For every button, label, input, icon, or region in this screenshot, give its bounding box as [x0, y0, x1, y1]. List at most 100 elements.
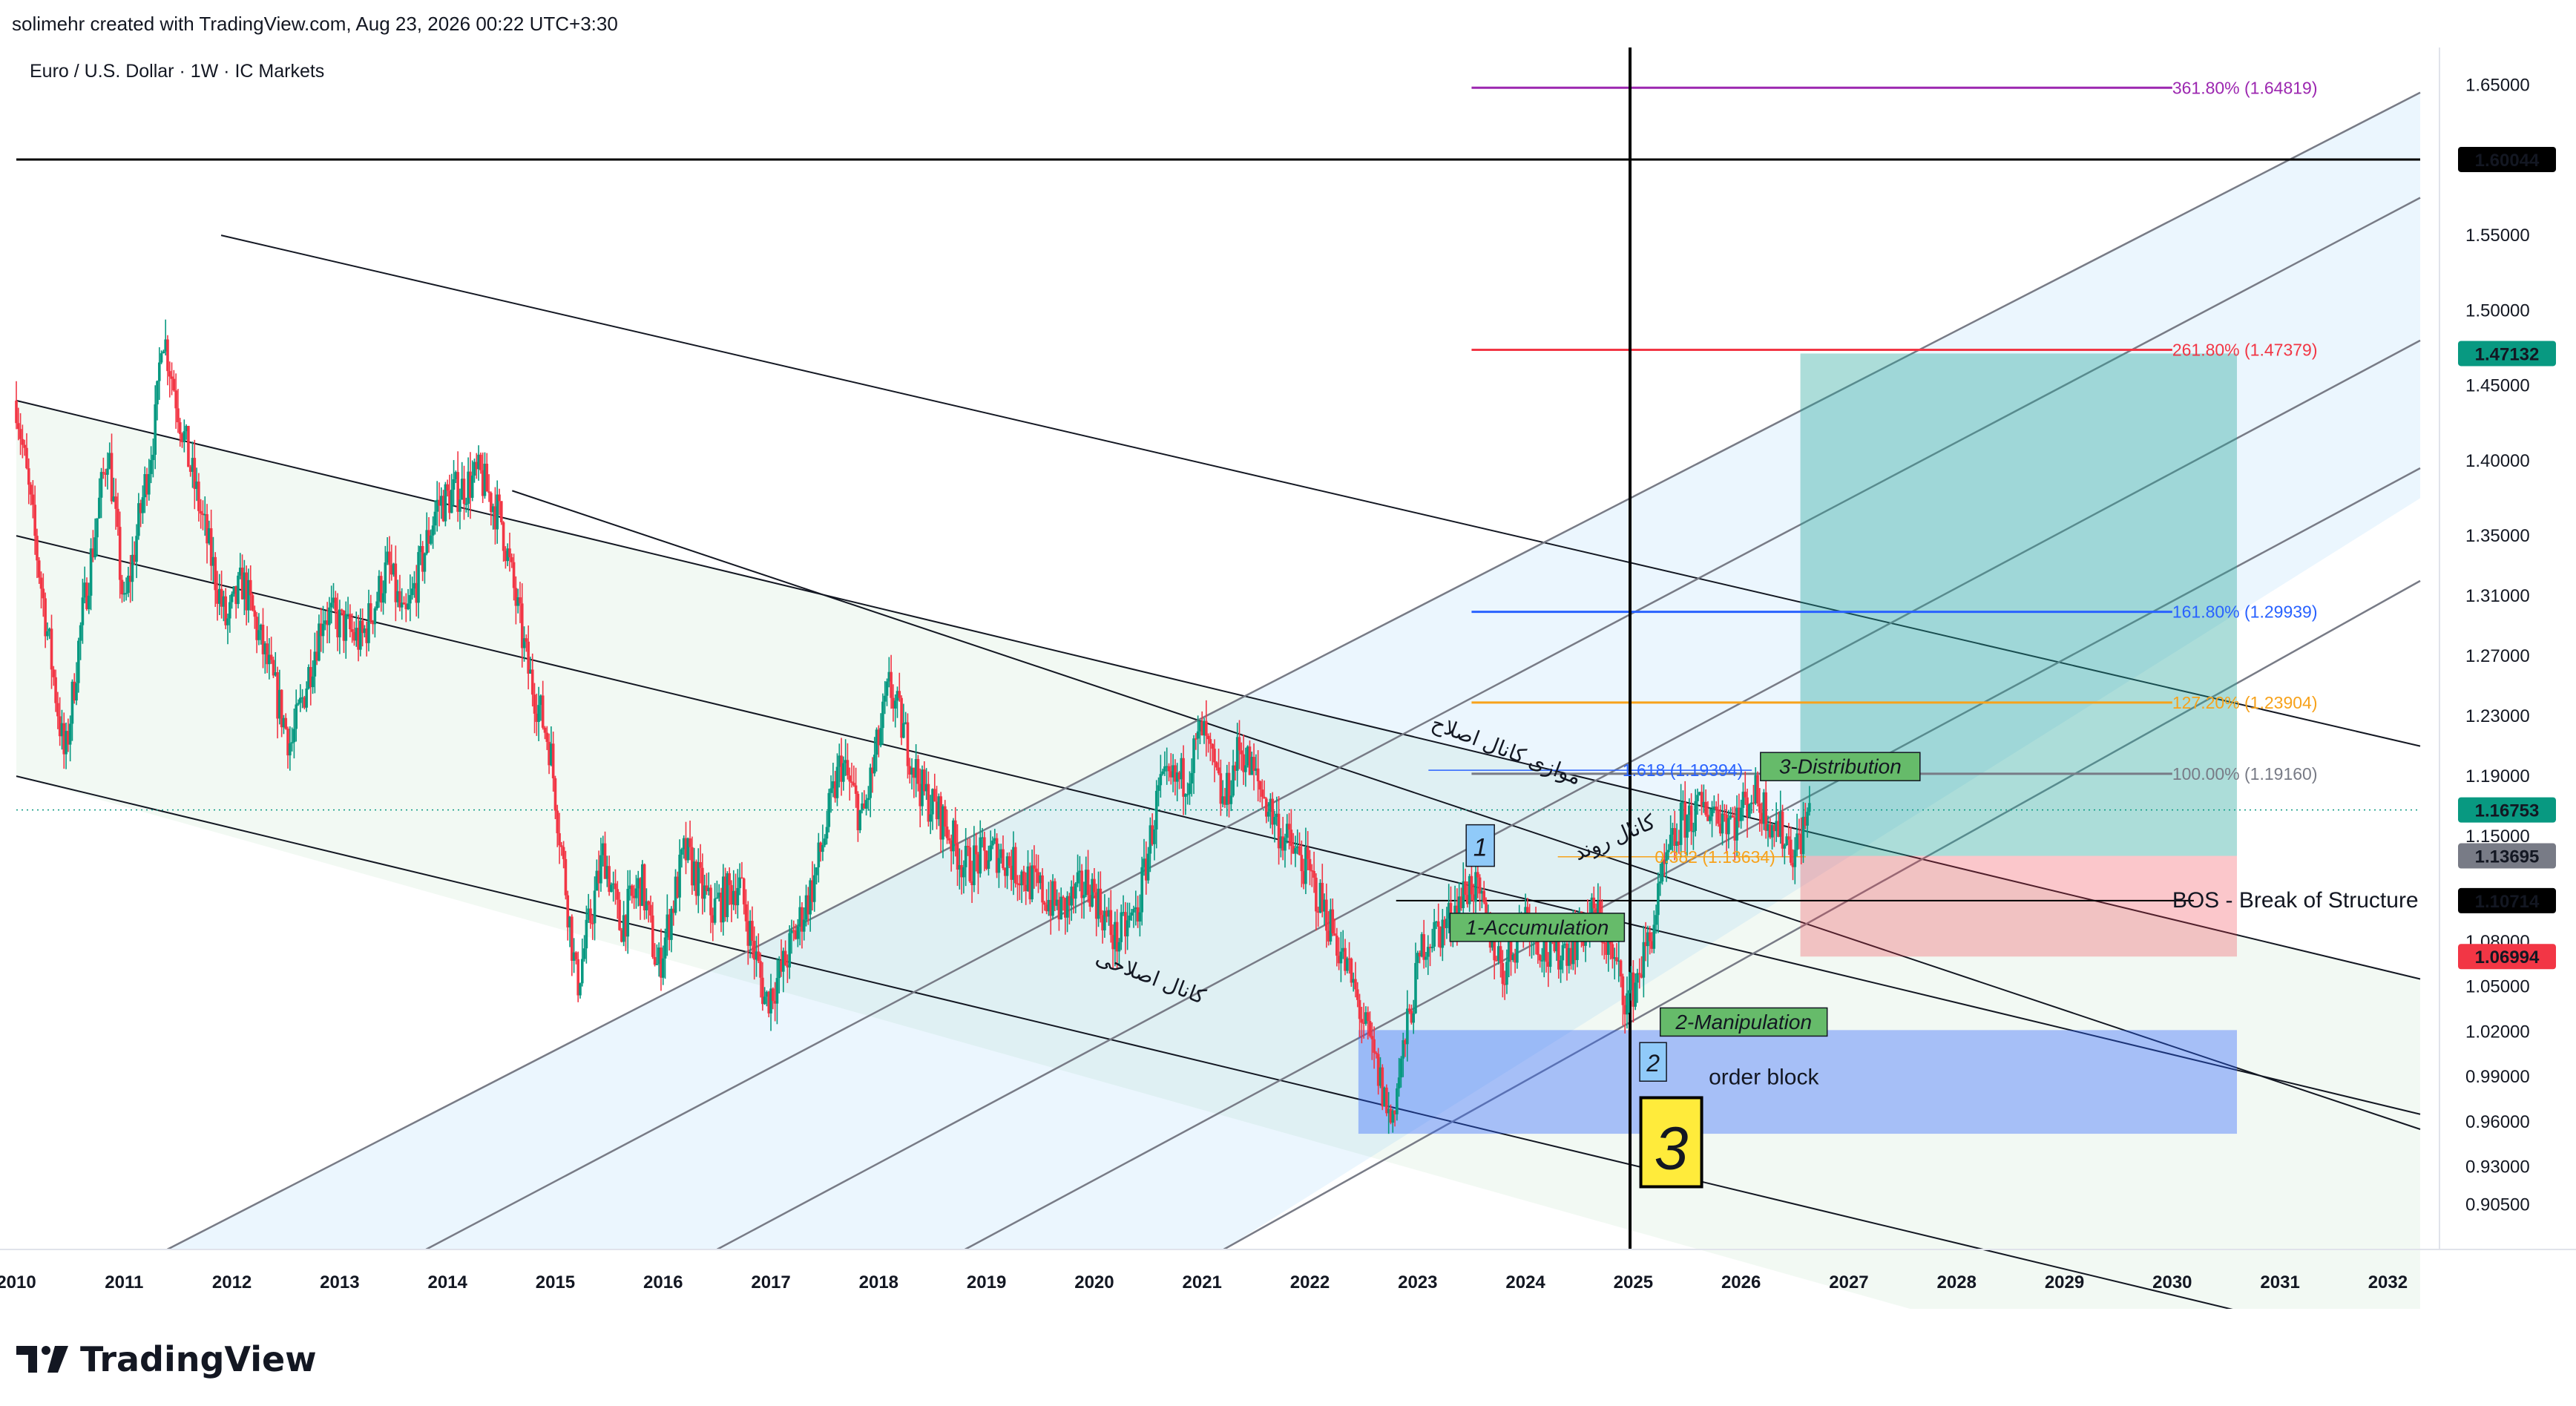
- candle-body: [1540, 960, 1544, 962]
- candle-body: [979, 837, 982, 874]
- candle-body: [1358, 999, 1361, 1019]
- candle-body: [1501, 962, 1505, 985]
- candle-body: [1360, 1019, 1364, 1023]
- candle-body: [1592, 897, 1596, 909]
- candle-body: [1710, 809, 1714, 817]
- candle-body: [1731, 815, 1735, 818]
- candle-body: [1325, 899, 1328, 931]
- chart-area[interactable]: BOS - Break of Structure 1-Accumulation 2-…: [0, 47, 2576, 1309]
- candle-body: [1261, 789, 1264, 797]
- price-tick-label: 0.99000: [2465, 1067, 2530, 1087]
- candle-body: [1036, 872, 1040, 884]
- candle-body: [371, 621, 375, 625]
- candle-body: [1657, 883, 1660, 916]
- candle-body: [1034, 868, 1038, 873]
- candle-body: [530, 669, 534, 695]
- candle-body: [904, 722, 907, 724]
- candle-body: [981, 837, 984, 838]
- candle-body: [869, 767, 872, 798]
- candle-body: [1407, 1008, 1411, 1011]
- candle-body: [890, 671, 893, 698]
- time-tick-label: 2028: [1937, 1272, 1977, 1292]
- candle-body: [419, 545, 422, 553]
- candle-body: [829, 788, 832, 793]
- candle-body: [1321, 882, 1324, 912]
- candle-body: [1172, 765, 1174, 778]
- candle-body: [1250, 757, 1254, 775]
- candle-body: [464, 504, 468, 505]
- candle-body: [1681, 802, 1685, 804]
- candle-body: [1430, 946, 1434, 948]
- time-axis[interactable]: 2010 2011 2012 2013 2014 2015 2016 2017 2018 2019…: [0, 1272, 2408, 1292]
- candle-body: [1078, 870, 1082, 873]
- candle-body: [289, 743, 292, 756]
- candle-body: [1124, 912, 1127, 937]
- candle-body: [605, 866, 609, 879]
- candle-body: [772, 988, 775, 1002]
- candle-body: [220, 588, 223, 607]
- order-block-label: order block: [1709, 1065, 1819, 1089]
- candle-body: [180, 433, 184, 443]
- candle-body: [832, 781, 835, 789]
- candle-body: [328, 607, 331, 625]
- candle-body: [491, 506, 495, 513]
- candle-body: [315, 651, 318, 661]
- candle-body: [852, 783, 855, 786]
- candle-body: [1091, 878, 1094, 907]
- candlestick-layer: [15, 319, 1811, 1134]
- candle-body: [1059, 896, 1063, 920]
- price-tick-label: 1.19000: [2465, 766, 2530, 786]
- candle-body: [1679, 802, 1683, 845]
- time-tick-label: 2023: [1398, 1272, 1437, 1292]
- candle-body: [1097, 888, 1100, 919]
- chart-svg[interactable]: BOS - Break of Structure 1-Accumulation 2-…: [0, 47, 2576, 1309]
- candle-body: [641, 864, 644, 906]
- candle-body: [1509, 941, 1513, 960]
- candle-body: [110, 453, 114, 502]
- candle-body: [1076, 872, 1080, 884]
- candle-body: [1806, 812, 1809, 826]
- candle-body: [694, 861, 698, 896]
- candle-body: [444, 484, 447, 522]
- candle-body: [1005, 856, 1009, 876]
- time-tick-label: 2029: [2045, 1272, 2084, 1292]
- candle-body: [1615, 957, 1618, 962]
- candle-body: [504, 551, 507, 562]
- candle-body: [384, 562, 387, 594]
- candle-body: [738, 877, 741, 888]
- candle-body: [394, 563, 398, 602]
- candle-body: [37, 560, 41, 578]
- candle-body: [682, 838, 686, 850]
- candle-body: [1637, 973, 1641, 975]
- candle-body: [319, 623, 323, 637]
- candle-body: [1762, 792, 1766, 824]
- candle-body: [987, 860, 990, 870]
- candle-body: [1516, 933, 1519, 963]
- candle-body: [77, 640, 80, 683]
- candle-body: [624, 915, 628, 937]
- candle-body: [786, 965, 789, 968]
- candle-body: [473, 461, 476, 476]
- candle-body: [1200, 720, 1204, 736]
- candle-body: [970, 881, 973, 886]
- candle-body: [1503, 984, 1506, 985]
- candle-body: [1054, 881, 1057, 906]
- candle-body: [804, 895, 808, 920]
- candle-body: [400, 602, 404, 608]
- candle-body: [931, 789, 934, 815]
- candle-body: [1397, 1077, 1401, 1088]
- candle-body: [548, 741, 551, 766]
- candle-body: [637, 878, 640, 889]
- candle-body: [143, 474, 147, 498]
- candle-body: [1459, 896, 1463, 908]
- candle-body: [929, 814, 932, 822]
- candle-body: [1391, 1110, 1395, 1123]
- tradingview-logo[interactable]: TradingView: [16, 1330, 317, 1389]
- candle-body: [1420, 934, 1424, 957]
- candle-body: [1439, 927, 1442, 948]
- candle-body: [1729, 815, 1732, 818]
- chart-title: Euro / U.S. Dollar · 1W · IC Markets: [30, 61, 324, 82]
- candle-body: [300, 697, 304, 699]
- price-axis[interactable]: 1.65000 1.55000 1.50000 1.45000 1.40000 1.350…: [2458, 76, 2556, 1215]
- candle-body: [1206, 735, 1210, 740]
